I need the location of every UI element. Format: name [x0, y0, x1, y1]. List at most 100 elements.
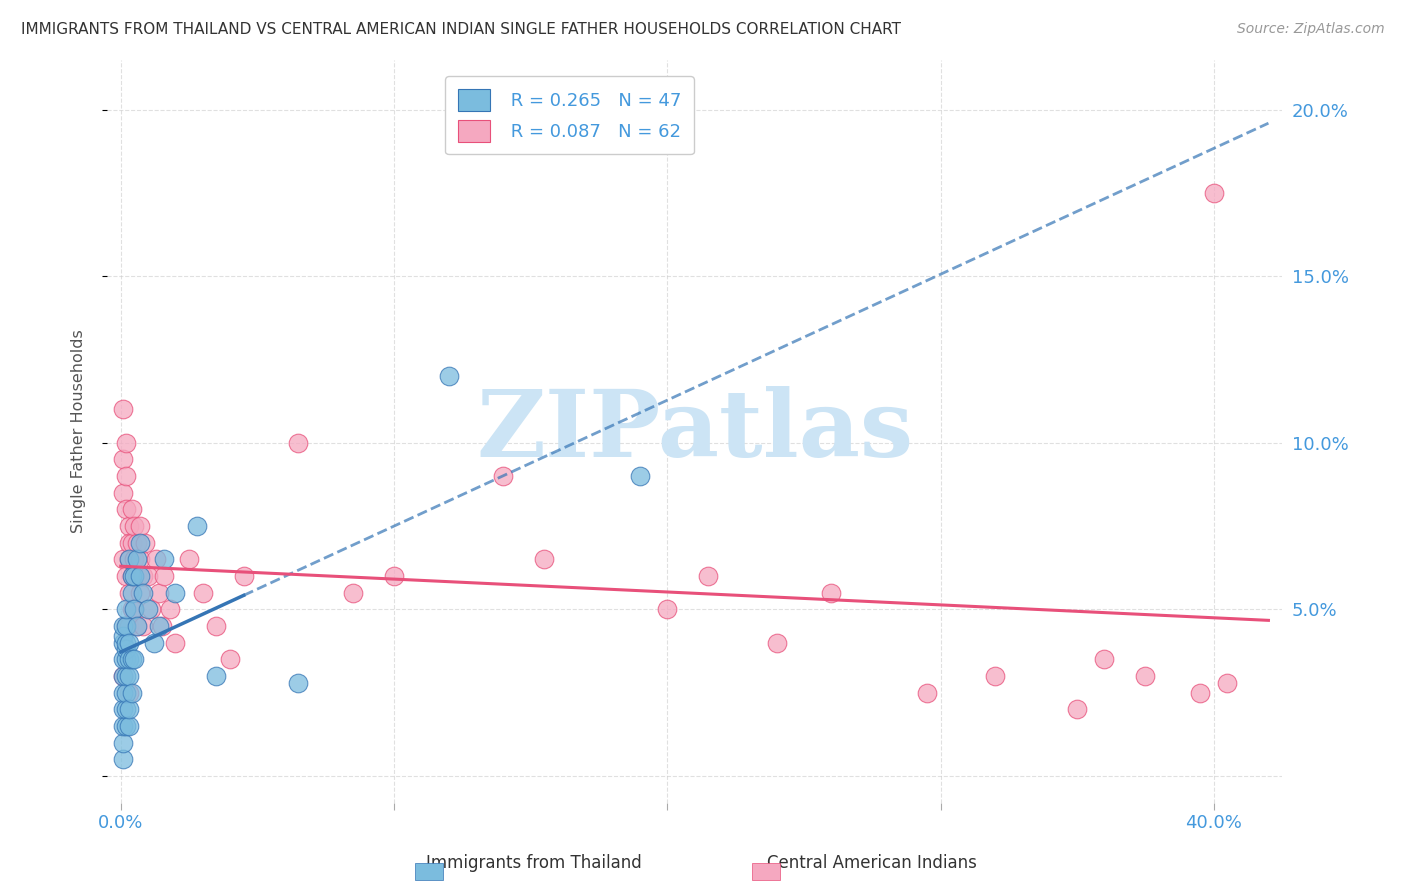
Point — [127, 552, 149, 566]
Point — [121, 569, 143, 583]
Text: ZIPatlas: ZIPatlas — [477, 386, 912, 476]
Point — [121, 502, 143, 516]
Point — [127, 535, 149, 549]
Point — [177, 552, 200, 566]
Point — [121, 535, 143, 549]
Text: IMMIGRANTS FROM THAILAND VS CENTRAL AMERICAN INDIAN SINGLE FATHER HOUSEHOLDS COR: IMMIGRANTS FROM THAILAND VS CENTRAL AMER… — [21, 22, 901, 37]
Point — [121, 569, 143, 583]
Point — [112, 619, 135, 633]
Point — [124, 569, 146, 583]
Point — [128, 519, 150, 533]
Point — [115, 669, 138, 683]
Point — [165, 635, 187, 649]
Point — [765, 635, 787, 649]
Point — [112, 752, 135, 766]
Point — [124, 652, 146, 666]
Point — [124, 602, 146, 616]
Point — [342, 585, 364, 599]
Point — [437, 369, 460, 384]
Point — [139, 602, 162, 616]
Point — [1202, 186, 1225, 200]
Point — [112, 635, 135, 649]
Point — [1066, 702, 1088, 716]
Y-axis label: Single Father Households: Single Father Households — [72, 329, 86, 533]
Point — [150, 619, 173, 633]
Text: Central American Indians: Central American Indians — [766, 855, 977, 872]
Point — [165, 585, 187, 599]
Point — [131, 619, 153, 633]
Point — [115, 719, 138, 733]
Point — [115, 602, 138, 616]
Point — [153, 552, 176, 566]
Point — [118, 686, 141, 700]
Point — [1189, 686, 1212, 700]
Point — [287, 675, 309, 690]
Point — [205, 619, 228, 633]
Point — [115, 702, 138, 716]
Point — [127, 569, 149, 583]
Point — [115, 569, 138, 583]
Point — [118, 652, 141, 666]
Point — [492, 469, 515, 483]
Point — [118, 552, 141, 566]
Point — [112, 736, 135, 750]
Point — [112, 652, 135, 666]
Point — [115, 619, 138, 633]
Point — [121, 585, 143, 599]
Point — [1216, 675, 1239, 690]
Point — [148, 619, 170, 633]
Point — [191, 585, 214, 599]
Point — [118, 635, 141, 649]
Point — [118, 535, 141, 549]
Point — [128, 535, 150, 549]
Point — [136, 569, 159, 583]
Point — [127, 619, 149, 633]
Point — [131, 585, 153, 599]
Point — [121, 602, 143, 616]
Point — [124, 602, 146, 616]
Point — [128, 552, 150, 566]
Point — [112, 402, 135, 417]
Point — [1135, 669, 1157, 683]
Point — [219, 652, 242, 666]
Point — [232, 569, 254, 583]
Point — [128, 569, 150, 583]
Point — [145, 552, 167, 566]
Point — [984, 669, 1007, 683]
Point — [115, 469, 138, 483]
Point — [112, 629, 135, 643]
Point — [153, 569, 176, 583]
Point — [115, 635, 138, 649]
Point — [115, 652, 138, 666]
Point — [112, 686, 135, 700]
Point — [121, 686, 143, 700]
Point — [159, 602, 181, 616]
Point — [115, 642, 138, 657]
Point — [112, 552, 135, 566]
Point — [118, 585, 141, 599]
Point — [287, 435, 309, 450]
Point — [115, 619, 138, 633]
Point — [118, 519, 141, 533]
Point — [134, 535, 156, 549]
Point — [127, 619, 149, 633]
Legend:  R = 0.265   N = 47,  R = 0.087   N = 62: R = 0.265 N = 47, R = 0.087 N = 62 — [446, 76, 693, 154]
Point — [112, 669, 135, 683]
Point — [186, 519, 208, 533]
Point — [628, 469, 651, 483]
Point — [118, 619, 141, 633]
Point — [118, 719, 141, 733]
Point — [205, 669, 228, 683]
Point — [121, 652, 143, 666]
Point — [112, 485, 135, 500]
Point — [124, 519, 146, 533]
Point — [118, 702, 141, 716]
Point — [112, 702, 135, 716]
Point — [1094, 652, 1116, 666]
Text: Source: ZipAtlas.com: Source: ZipAtlas.com — [1237, 22, 1385, 37]
Point — [657, 602, 679, 616]
Point — [128, 585, 150, 599]
Point — [382, 569, 405, 583]
Point — [115, 502, 138, 516]
Point — [697, 569, 720, 583]
